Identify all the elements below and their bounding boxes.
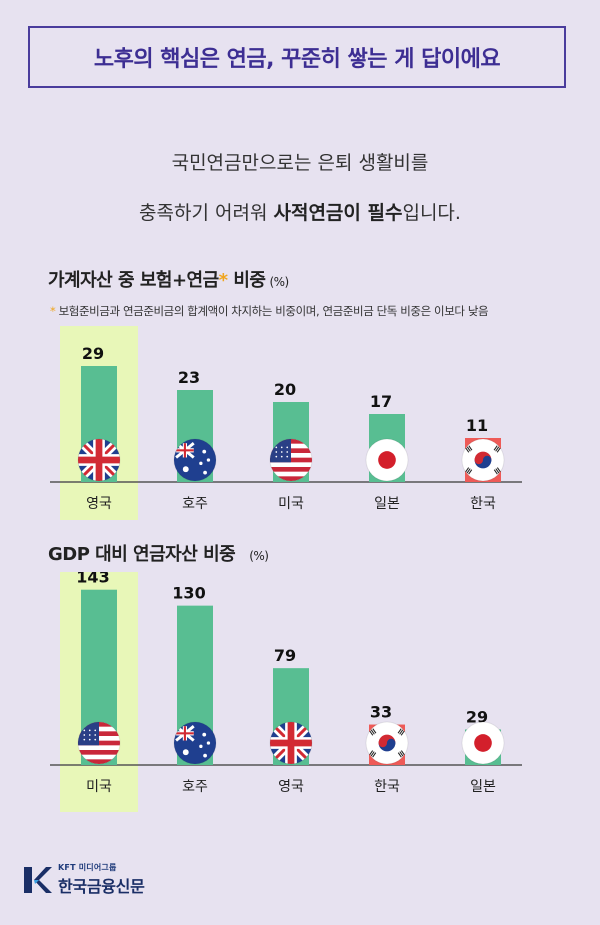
value-label: 17 — [370, 392, 392, 411]
value-label: 79 — [274, 646, 296, 665]
chart-household-assets: 29 영국 23 호주 20 미국 17 일본 11 한국 — [50, 326, 522, 520]
intro-line-2-bold: 사적연금이 필수 — [273, 202, 403, 224]
value-label: 29 — [82, 344, 104, 363]
category-label: 영국 — [86, 496, 112, 512]
intro-line-2-post: 입니다. — [402, 202, 461, 224]
headline-box: 노후의 핵심은 연금, 꾸준히 쌓는 게 답이에요 — [28, 26, 566, 88]
chart1-footnote-mark: * — [50, 304, 56, 318]
australia-flag-icon — [173, 721, 217, 765]
value-label: 143 — [76, 572, 109, 587]
korea-flag-icon — [365, 721, 409, 765]
category-label: 호주 — [182, 779, 208, 795]
usa-flag-icon — [77, 721, 121, 765]
uk-flag-icon — [77, 438, 121, 482]
japan-flag-icon — [461, 721, 505, 765]
chart2-unit: (%) — [249, 549, 269, 563]
chart2-title: GDP 대비 연금자산 비중 (%) — [48, 540, 269, 566]
logo-subtitle: KFT 미디어그룹 — [58, 863, 117, 872]
value-label: 23 — [178, 368, 200, 387]
category-label: 미국 — [86, 779, 112, 795]
value-label: 29 — [466, 707, 488, 726]
chart1-title-rest: 비중 — [227, 270, 266, 291]
chart2-title-text: GDP 대비 연금자산 비중 — [48, 544, 236, 565]
category-label: 일본 — [470, 779, 496, 795]
uk-flag-icon — [269, 721, 313, 765]
chart1-title-text: 가계자산 중 보험+연금 — [48, 270, 219, 291]
category-label: 호주 — [182, 496, 208, 512]
kft-logo-icon — [24, 866, 52, 893]
chart1-footnote-text: 보험준비금과 연금준비금의 합계액이 차지하는 비중이며, 연금준비금 단독 비… — [58, 304, 489, 318]
category-label: 일본 — [374, 496, 400, 512]
category-label: 영국 — [278, 779, 304, 795]
value-label: 11 — [466, 416, 488, 435]
chart-pension-gdp: 143 미국 130 호주 79 영국 33 한국 29 일본 — [50, 572, 522, 812]
category-label: 미국 — [278, 496, 304, 512]
category-label: 한국 — [374, 779, 400, 795]
australia-flag-icon — [173, 438, 217, 482]
chart1-footnote: * 보험준비금과 연금준비금의 합계액이 차지하는 비중이며, 연금준비금 단독… — [50, 303, 489, 319]
chart1-title: 가계자산 중 보험+연금* 비중 (%) — [48, 266, 289, 292]
headline: 노후의 핵심은 연금, 꾸준히 쌓는 게 답이에요 — [93, 47, 501, 72]
intro-line-2: 충족하기 어려워 사적연금이 필수입니다. — [0, 198, 600, 225]
logo-name: 한국금융신문 — [58, 877, 145, 896]
intro-line-1: 국민연금만으로는 은퇴 생활비를 — [171, 152, 429, 174]
chart1-title-mark: * — [218, 270, 228, 291]
value-label: 130 — [172, 584, 205, 603]
category-label: 한국 — [470, 496, 496, 512]
chart1-unit: (%) — [269, 275, 289, 289]
intro-line-2-pre: 충족하기 어려워 — [139, 202, 274, 224]
korea-flag-icon — [461, 438, 505, 482]
usa-flag-icon — [269, 438, 313, 482]
publisher-logo: KFT 미디어그룹 한국금융신문 — [22, 862, 145, 897]
value-label: 20 — [274, 380, 296, 399]
value-label: 33 — [370, 703, 392, 722]
japan-flag-icon — [365, 438, 409, 482]
